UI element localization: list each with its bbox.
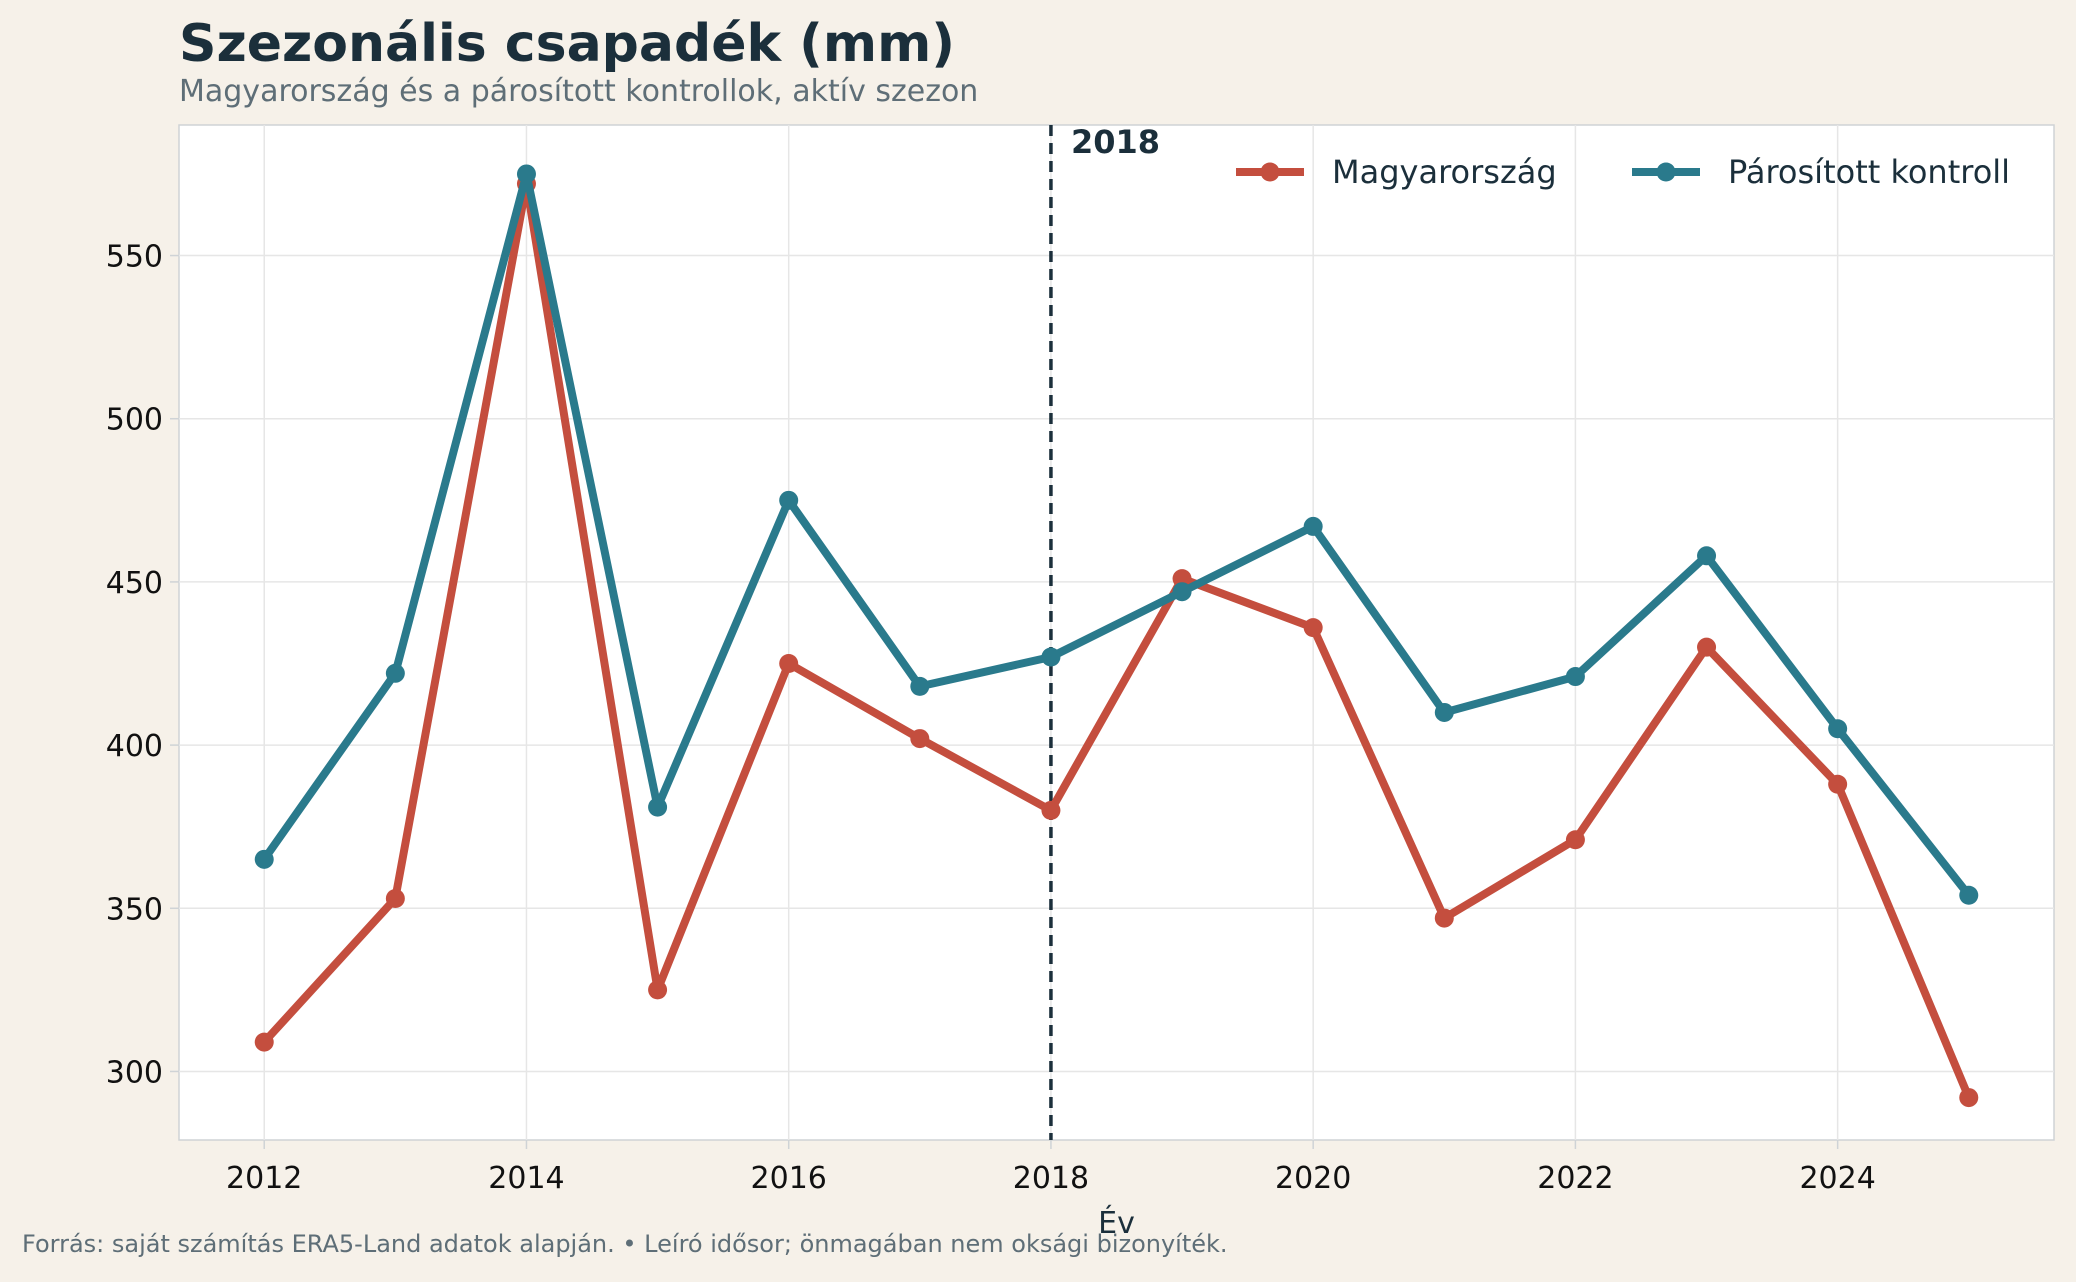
y-tick-label-350: 350 xyxy=(106,892,163,927)
x-tick-label-2024: 2024 xyxy=(1799,1161,1875,1196)
axes: 2012 2014 2016 2018 2020 2022 2024 300 350 400 450… xyxy=(106,240,1876,1241)
series-line-1 xyxy=(260,170,1973,900)
data-point-0-2018 xyxy=(1041,800,1061,820)
grid xyxy=(179,125,2054,1140)
data-point-1-2013 xyxy=(385,663,405,683)
data-point-0-2021 xyxy=(1434,908,1454,928)
data-point-1-2018 xyxy=(1041,647,1061,667)
data-point-0-2016 xyxy=(779,654,799,674)
data-point-1-2016 xyxy=(779,490,799,510)
plot-area xyxy=(178,124,2055,1141)
data-point-1-2020 xyxy=(1303,516,1323,536)
data-point-0-2020 xyxy=(1303,618,1323,638)
legend-swatch-marker-0 xyxy=(1260,162,1280,182)
y-tick-label-400: 400 xyxy=(106,729,163,764)
y-tick-label-500: 500 xyxy=(106,403,163,438)
data-point-1-2021 xyxy=(1434,702,1454,722)
y-tick-label-300: 300 xyxy=(106,1055,163,1090)
data-point-0-2023 xyxy=(1697,637,1717,657)
data-point-0-2013 xyxy=(385,888,405,908)
legend-swatch-marker-1 xyxy=(1656,162,1676,182)
x-axis-label: Év xyxy=(1098,1205,1135,1241)
data-point-0-2019 xyxy=(1172,569,1192,589)
data-point-1-2023 xyxy=(1697,546,1717,566)
data-point-1-2019 xyxy=(1172,582,1192,602)
data-point-1-2022 xyxy=(1565,667,1585,687)
data-point-1-2025 xyxy=(1959,885,1979,905)
data-point-0-2025 xyxy=(1959,1088,1979,1108)
x-tick-label-2014: 2014 xyxy=(488,1161,564,1196)
chart-title: Szezonális csapadék (mm) xyxy=(179,14,956,74)
data-point-1-2024 xyxy=(1828,719,1848,739)
x-tick-label-2012: 2012 xyxy=(226,1161,302,1196)
y-tick-label-550: 550 xyxy=(106,240,163,275)
series-line-0 xyxy=(260,179,1973,1102)
annotations: 2018 xyxy=(1049,123,1160,1140)
data-point-0-2012 xyxy=(254,1032,274,1052)
reference-line-label: 2018 xyxy=(1071,123,1160,161)
data-point-1-2017 xyxy=(910,676,930,696)
series xyxy=(254,164,1979,1108)
data-point-0-2017 xyxy=(910,729,930,749)
legend-label-0: Magyarország xyxy=(1332,153,1557,191)
data-point-0-2015 xyxy=(648,980,668,1000)
data-point-0-2022 xyxy=(1565,830,1585,850)
source-note: Forrás: saját számítás ERA5-Land adatok … xyxy=(22,1230,1228,1258)
y-tick-label-450: 450 xyxy=(106,566,163,601)
data-point-1-2015 xyxy=(648,797,668,817)
data-point-0-2024 xyxy=(1828,774,1848,794)
x-tick-label-2022: 2022 xyxy=(1537,1161,1613,1196)
x-tick-label-2020: 2020 xyxy=(1275,1161,1351,1196)
chart-subtitle: Magyarország és a párosított kontrollok,… xyxy=(179,74,979,109)
data-point-1-2014 xyxy=(516,164,536,184)
x-tick-label-2018: 2018 xyxy=(1013,1161,1089,1196)
x-tick-label-2016: 2016 xyxy=(751,1161,827,1196)
data-point-1-2012 xyxy=(254,849,274,869)
legend: Magyarország Párosított kontroll xyxy=(1236,153,2010,191)
legend-label-1: Párosított kontroll xyxy=(1728,153,2010,191)
